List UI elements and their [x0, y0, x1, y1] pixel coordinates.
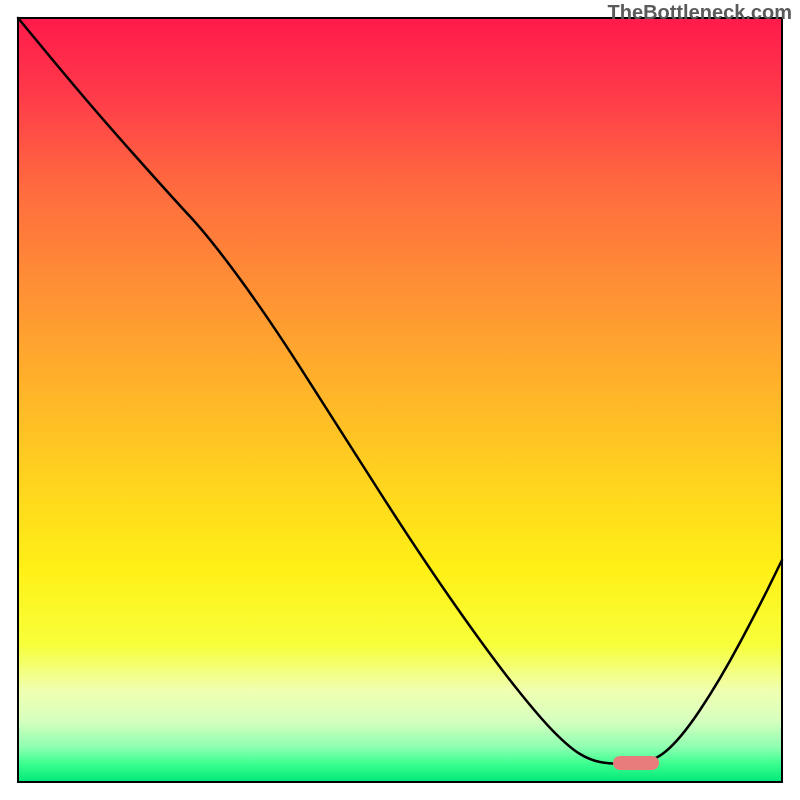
watermark-text: TheBottleneck.com	[608, 2, 792, 25]
plot-background	[18, 18, 782, 782]
bottleneck-chart: TheBottleneck.com	[0, 0, 800, 800]
optimal-range-marker	[613, 756, 659, 770]
chart-svg	[0, 0, 800, 800]
